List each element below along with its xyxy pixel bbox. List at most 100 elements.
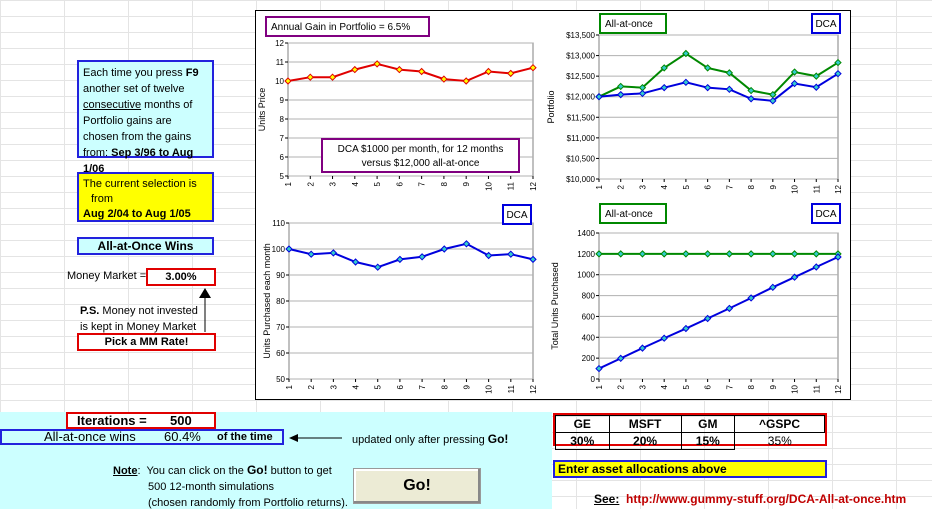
data-point [617, 250, 625, 258]
portfolio-chart: $10,000 $10,500 $11,000 $11,500 $12,000 $12,5… [546, 13, 843, 194]
data-point [682, 324, 690, 333]
x-tick-label: 5 [682, 384, 691, 389]
ps-text: Money not invested is kept in Money Mark… [80, 305, 198, 333]
annotation-box [321, 138, 520, 173]
data-point [660, 250, 668, 258]
data-point [769, 283, 777, 292]
data-point [682, 49, 690, 58]
note-text: button to get [270, 465, 332, 477]
updated-text: updated only after pressing [352, 434, 485, 446]
series-line [287, 62, 534, 83]
data-point [507, 69, 515, 78]
data-point [812, 72, 820, 80]
y-tick-label: 70 [276, 323, 285, 332]
data-point [595, 93, 603, 101]
charts-region: 5 6 7 8 9 10 11 12 1 2 3 4 5 6 7 8 9 10 11 12 Units Price Ann… [255, 10, 851, 400]
data-point [306, 73, 314, 81]
see-url[interactable]: http://www.gummy-stuff.org/DCA-All-at-on… [626, 492, 907, 506]
x-tick-label: 5 [373, 181, 382, 186]
allocation-input[interactable]: 20% [608, 432, 682, 450]
data-point [725, 69, 734, 77]
x-tick-label: 1 [595, 384, 604, 389]
y-tick-label: 50 [276, 375, 285, 384]
annotation-text: versus $12,000 all-at-once [362, 158, 480, 169]
info-text: another set of twelve [83, 83, 185, 95]
y-tick-label: 5 [280, 172, 285, 181]
x-tick-label: 12 [834, 384, 843, 393]
y-tick-label: 600 [582, 312, 596, 321]
data-point [725, 304, 734, 313]
money-market-input[interactable]: 3.00% [146, 268, 216, 286]
of-the-time: of the time [217, 431, 273, 443]
x-tick-label: 4 [351, 181, 360, 186]
iterations-label: Iterations = [77, 413, 147, 428]
x-tick-label: 11 [507, 384, 516, 393]
y-tick-label: 11 [276, 58, 285, 67]
data-point [812, 250, 820, 258]
data-point [284, 77, 292, 85]
data-point [351, 258, 360, 266]
x-tick-label: 2 [617, 384, 626, 389]
data-point [703, 250, 712, 258]
data-point [440, 75, 448, 83]
current-selection-box: The current selection is from Aug 2/04 t… [77, 172, 214, 222]
selection-range: Aug 2/04 to Aug 1/05 [83, 208, 191, 220]
data-point [660, 83, 668, 92]
x-tick-label: 8 [440, 384, 449, 389]
data-point [747, 294, 755, 302]
data-point [307, 250, 315, 258]
y-tick-label: $13,000 [566, 52, 595, 61]
arrow-up-icon [199, 288, 211, 332]
data-point [682, 250, 690, 258]
x-tick-label: 7 [418, 384, 427, 389]
x-tick-label: 1 [595, 184, 604, 189]
asset-header: GM [680, 415, 736, 433]
x-tick-label: 5 [374, 384, 383, 389]
x-tick-label: 6 [704, 384, 713, 389]
x-tick-label: 12 [529, 384, 538, 393]
y-tick-label: 60 [276, 349, 285, 358]
x-tick-label: 4 [660, 184, 669, 189]
data-point [484, 67, 493, 76]
data-point [418, 253, 426, 261]
y-tick-label: 110 [272, 219, 285, 228]
info-text: months of Portfolio gains are chosen fro… [83, 99, 193, 159]
y-tick-label: 1000 [577, 271, 595, 280]
allocation-input[interactable]: 15% [680, 432, 736, 450]
x-tick-label: 2 [307, 384, 316, 389]
y-tick-label: 7 [280, 134, 285, 143]
go-word: Go! [487, 432, 509, 446]
x-tick-label: 2 [617, 184, 626, 189]
result-banner: All-at-Once Wins [77, 237, 214, 255]
legend-box [811, 13, 841, 34]
x-tick-label: 7 [418, 181, 427, 186]
x-tick-label: 4 [352, 384, 361, 389]
x-tick-label: 10 [791, 384, 800, 393]
y-tick-label: $10,500 [566, 154, 595, 163]
arrow-left-icon [289, 434, 342, 442]
x-tick-label: 9 [769, 184, 778, 189]
data-point [638, 89, 647, 98]
note-text: You can click on the [146, 465, 244, 477]
data-point [396, 255, 404, 264]
x-tick-label: 8 [747, 384, 756, 389]
iterations-field[interactable]: Iterations = 500 [66, 412, 216, 429]
see-link[interactable]: See: http://www.gummy-stuff.org/DCA-All-… [594, 492, 906, 506]
x-tick-label: 6 [704, 184, 713, 189]
allocation-input[interactable]: 30% [555, 432, 610, 450]
legend-label: DCA [815, 19, 836, 30]
y-axis-label: Portfolio [546, 90, 556, 123]
y-tick-label: $11,000 [567, 134, 596, 143]
legend-box [811, 203, 841, 224]
y-tick-label: 800 [582, 292, 596, 301]
go-button[interactable]: Go! [353, 468, 481, 504]
data-point [790, 250, 799, 258]
data-point [638, 344, 647, 352]
y-tick-label: 1400 [577, 229, 595, 238]
data-point [790, 273, 799, 281]
y-tick-label: 80 [276, 297, 285, 306]
asset-header: MSFT [608, 415, 682, 433]
data-point [329, 249, 338, 257]
